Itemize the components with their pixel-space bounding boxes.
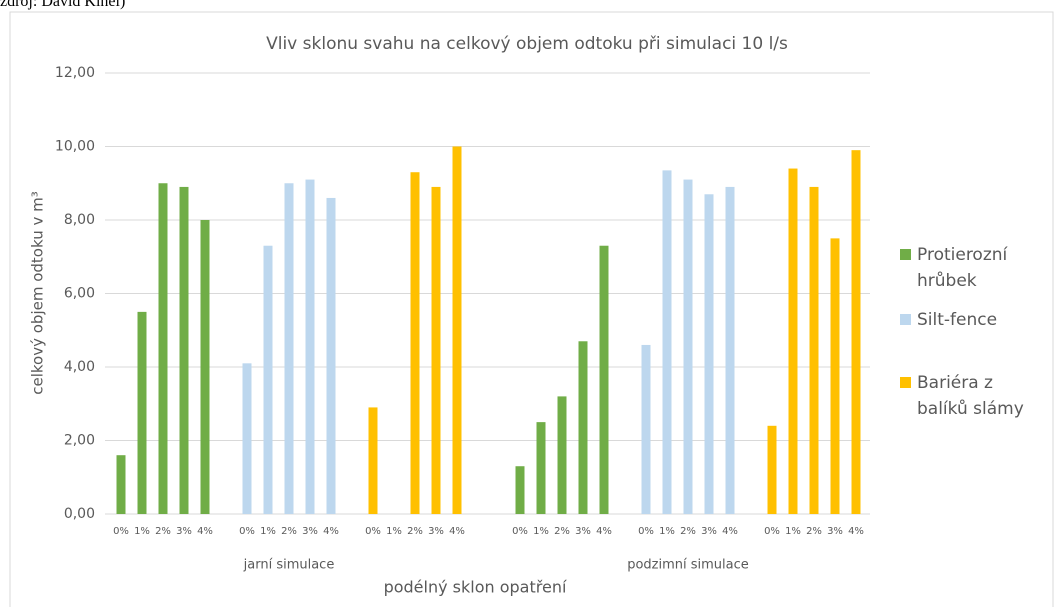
y-tick-label: 8,00 — [64, 212, 95, 228]
bar — [242, 363, 252, 514]
chart-title: Vliv sklonu svahu na celkový objem odtok… — [266, 34, 788, 54]
x-tick-label: 4% — [449, 526, 465, 537]
bar — [830, 238, 840, 514]
group-label: jarní simulace — [243, 558, 335, 573]
bar — [200, 220, 210, 514]
y-tick-label: 6,00 — [64, 286, 95, 302]
x-tick-label: 1% — [533, 526, 549, 537]
x-tick-label: 3% — [302, 526, 318, 537]
x-tick-label: 4% — [197, 526, 213, 537]
bar — [452, 146, 462, 514]
x-tick-label: 0% — [239, 526, 255, 537]
x-tick-label: 0% — [113, 526, 129, 537]
bar — [158, 183, 168, 514]
x-tick-label: 2% — [155, 526, 171, 537]
source-note: zdroj: David Kinel) — [0, 0, 126, 10]
bar — [641, 344, 651, 514]
bar — [326, 197, 336, 514]
x-tick-label: 4% — [596, 526, 612, 537]
legend-swatch — [900, 249, 911, 260]
bar — [515, 466, 525, 514]
x-tick-label: 2% — [680, 526, 696, 537]
x-tick-label: 3% — [428, 526, 444, 537]
bar — [368, 407, 378, 514]
x-tick-label: 3% — [575, 526, 591, 537]
x-tick-label: 4% — [722, 526, 738, 537]
y-tick-label: 2,00 — [64, 433, 95, 449]
legend-label: Bariéra z balíků slámy — [917, 373, 1024, 419]
x-tick-label: 2% — [407, 526, 423, 537]
legend-swatch — [900, 377, 911, 388]
bar — [431, 186, 441, 515]
x-tick-label: 3% — [176, 526, 192, 537]
legend-label: Silt-fence — [917, 310, 998, 330]
y-tick-label: 10,00 — [55, 139, 95, 155]
bar — [599, 245, 609, 514]
legend-swatch — [900, 314, 911, 325]
x-tick-label: 2% — [806, 526, 822, 537]
x-axis-label: podélný sklon opatření — [384, 578, 567, 597]
bar — [116, 455, 126, 514]
bar — [284, 183, 294, 514]
bar — [578, 341, 588, 514]
bar — [263, 245, 273, 514]
bar — [704, 194, 714, 514]
x-tick-label: 1% — [659, 526, 675, 537]
x-tick-label: 1% — [785, 526, 801, 537]
x-tick-label: 0% — [512, 526, 528, 537]
bar — [536, 422, 546, 514]
bar — [137, 311, 147, 514]
bar — [767, 425, 777, 514]
y-tick-label: 0,00 — [64, 506, 95, 522]
legend-item: Bariéra z balíků slámy — [900, 370, 1042, 422]
bar — [557, 396, 567, 514]
y-axis-label: celkový objem odtoku v m³ — [29, 191, 47, 395]
x-tick-label: 4% — [323, 526, 339, 537]
x-tick-label: 1% — [386, 526, 402, 537]
bar — [305, 179, 315, 514]
x-tick-label: 0% — [365, 526, 381, 537]
bar — [410, 172, 420, 514]
x-tick-label: 3% — [701, 526, 717, 537]
bar — [662, 170, 672, 514]
legend-label: Protierozní hrůbek — [917, 245, 1008, 291]
chart-frame — [9, 11, 1054, 607]
y-tick-label: 4,00 — [64, 359, 95, 375]
group-label: podzimní simulace — [627, 558, 749, 573]
x-tick-label: 1% — [134, 526, 150, 537]
bar — [725, 186, 735, 515]
bar — [809, 186, 819, 515]
x-tick-label: 0% — [638, 526, 654, 537]
y-tick-label: 12,00 — [55, 65, 95, 81]
x-tick-label: 1% — [260, 526, 276, 537]
bar — [851, 150, 861, 515]
bar — [179, 186, 189, 515]
x-tick-label: 4% — [848, 526, 864, 537]
x-tick-label: 2% — [554, 526, 570, 537]
bar — [788, 168, 798, 515]
x-tick-label: 3% — [827, 526, 843, 537]
x-tick-label: 0% — [764, 526, 780, 537]
x-tick-label: 2% — [281, 526, 297, 537]
legend-item: Protierozní hrůbek — [900, 242, 1042, 294]
bar — [683, 179, 693, 514]
legend-item: Silt-fence — [900, 307, 1042, 333]
